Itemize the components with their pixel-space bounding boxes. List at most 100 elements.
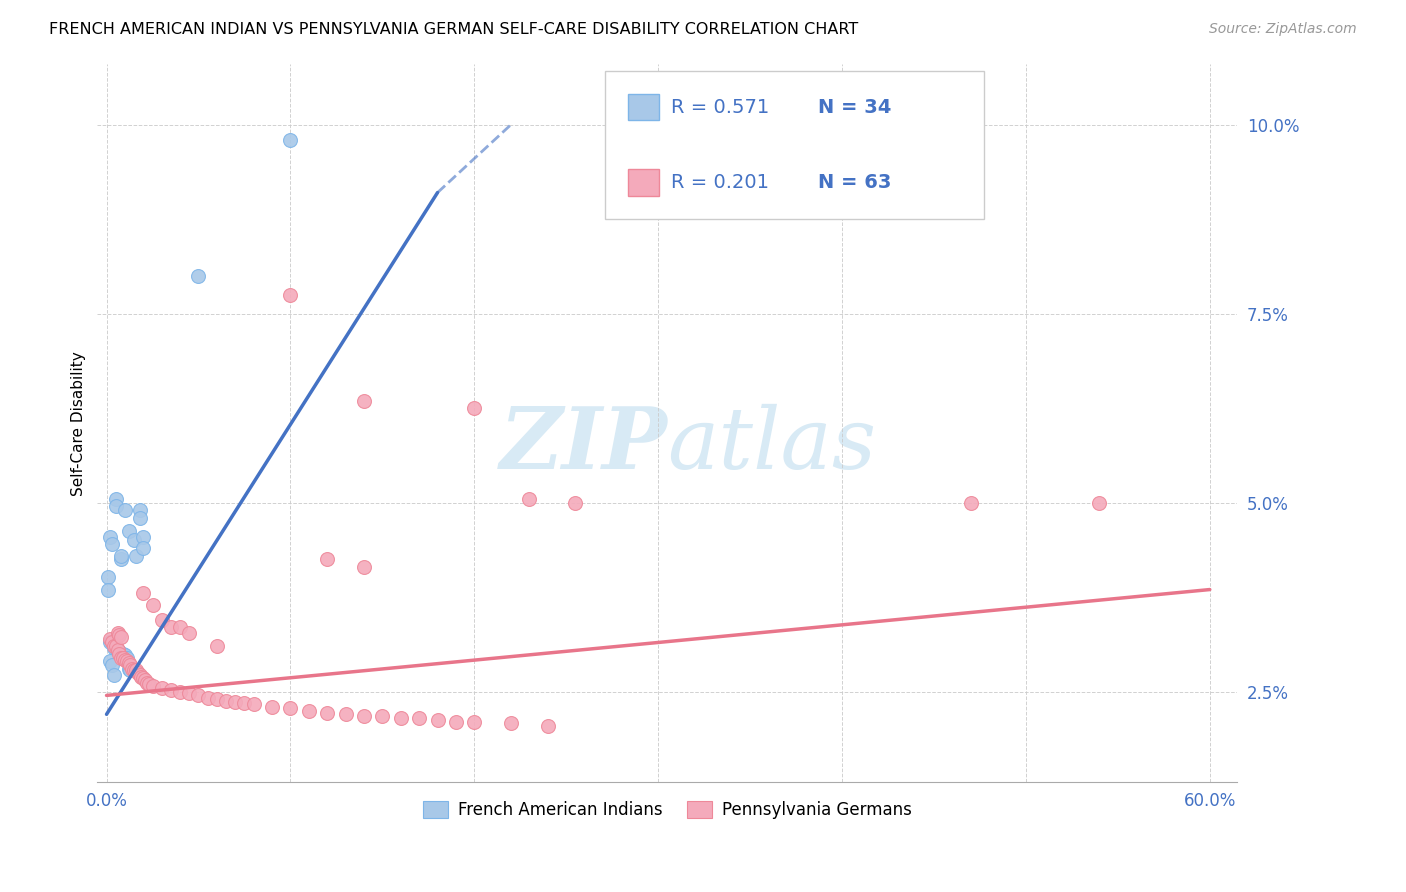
Text: FRENCH AMERICAN INDIAN VS PENNSYLVANIA GERMAN SELF-CARE DISABILITY CORRELATION C: FRENCH AMERICAN INDIAN VS PENNSYLVANIA G… (49, 22, 859, 37)
Point (426, 714, 449, 728)
Point (959, 495, 981, 509)
Point (150, 613, 173, 627)
Point (110, 552, 132, 566)
Point (108, 647, 131, 661)
Point (128, 668, 150, 682)
Point (98, 632, 121, 646)
Point (122, 664, 145, 678)
Point (499, 716, 522, 731)
Point (117, 662, 139, 676)
Point (280, 701, 302, 715)
Point (519, 491, 541, 506)
Point (160, 620, 183, 634)
Point (110, 650, 132, 665)
Point (408, 711, 430, 725)
Point (108, 628, 131, 642)
Point (353, 560, 375, 574)
Point (389, 711, 412, 725)
Point (110, 630, 132, 644)
Point (141, 598, 163, 612)
Point (150, 681, 173, 695)
Point (160, 683, 183, 698)
Point (131, 669, 153, 683)
Text: R = 0.201: R = 0.201 (671, 173, 769, 193)
Point (101, 635, 124, 649)
Point (114, 648, 136, 663)
Point (537, 719, 560, 733)
Point (107, 643, 129, 657)
Point (104, 640, 127, 655)
Point (103, 640, 125, 654)
Point (125, 549, 148, 563)
Point (197, 690, 219, 705)
Point (169, 620, 191, 634)
Point (97, 582, 120, 597)
Point (114, 653, 136, 667)
Point (97, 570, 120, 584)
Point (132, 530, 155, 544)
Point (101, 537, 124, 551)
Point (205, 692, 228, 706)
Point (260, 699, 283, 714)
Point (128, 510, 150, 524)
Point (104, 640, 127, 654)
Point (187, 268, 209, 283)
Text: R = 0.571: R = 0.571 (671, 97, 769, 117)
Point (353, 393, 375, 408)
Text: ZIP: ZIP (499, 403, 668, 486)
Point (104, 491, 127, 506)
Point (353, 708, 375, 723)
Point (114, 503, 136, 517)
Point (463, 401, 485, 415)
Point (98, 635, 121, 649)
Point (112, 650, 135, 665)
Point (117, 656, 139, 670)
Point (103, 668, 125, 682)
Point (125, 664, 148, 678)
Point (298, 704, 321, 718)
Point (104, 500, 127, 514)
Point (242, 698, 264, 712)
Text: Source: ZipAtlas.com: Source: ZipAtlas.com (1209, 22, 1357, 37)
Point (233, 696, 256, 710)
Legend: French American Indians, Pennsylvania Germans: French American Indians, Pennsylvania Ge… (416, 794, 918, 826)
Point (179, 625, 201, 640)
Point (110, 549, 132, 563)
Text: N = 63: N = 63 (818, 173, 891, 193)
Point (132, 671, 155, 685)
Point (127, 665, 149, 680)
Point (110, 647, 132, 661)
Point (103, 640, 125, 655)
Point (444, 714, 467, 729)
Point (316, 552, 339, 566)
Point (138, 677, 160, 691)
Point (371, 708, 394, 723)
Point (107, 643, 129, 657)
Point (215, 694, 238, 708)
Point (335, 707, 357, 722)
Point (117, 524, 139, 539)
Point (224, 695, 246, 709)
Point (128, 503, 150, 517)
Point (132, 541, 155, 555)
Point (101, 658, 124, 673)
Point (205, 640, 228, 654)
Text: atlas: atlas (668, 403, 876, 486)
Point (98, 654, 121, 668)
Point (121, 662, 143, 676)
Point (115, 650, 138, 665)
Point (107, 625, 129, 640)
Point (187, 689, 209, 703)
Point (280, 133, 302, 147)
Point (120, 664, 142, 678)
Point (108, 645, 131, 659)
Point (132, 586, 155, 600)
Point (101, 635, 124, 649)
Text: N = 34: N = 34 (818, 97, 891, 117)
Point (136, 675, 159, 690)
Point (169, 684, 191, 698)
Point (120, 658, 142, 673)
Point (141, 679, 163, 693)
Y-axis label: Self-Care Disability: Self-Care Disability (72, 351, 86, 496)
Point (112, 647, 135, 661)
